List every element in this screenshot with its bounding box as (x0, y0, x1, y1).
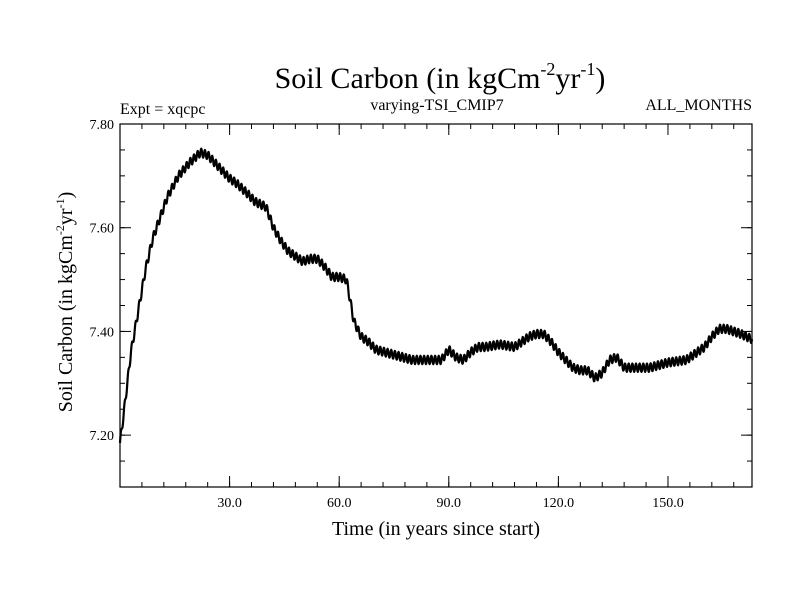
chart-title-mid: yr (555, 62, 580, 95)
subtitle-center: varying-TSI_CMIP7 (370, 97, 503, 114)
y-axis-label-sup1: -2 (53, 225, 67, 235)
y-axis-label-main: Soil Carbon (in kgCm (55, 235, 77, 413)
chart-title: Soil Carbon (in kgCm-2yr-1) (275, 59, 606, 95)
y-axis-label: Soil Carbon (in kgCm-2yr-1) (53, 192, 77, 413)
axis-ticks (120, 124, 752, 487)
series-line-soil-carbon (118, 147, 754, 443)
chart-title-sup1: -2 (540, 59, 555, 79)
chart-title-end: ) (595, 62, 605, 95)
x-tick-label: 60.0 (327, 496, 352, 511)
y-tick-label: 7.20 (90, 429, 115, 444)
subtitle-left: Expt = xqcpc (120, 101, 205, 118)
y-tick-label: 7.80 (90, 118, 115, 133)
axis-tick-labels: 30.0 60.0 90.0 120.0 150.0 7.20 7.40 7.60 7.80 (90, 118, 684, 511)
x-tick-label: 90.0 (437, 496, 462, 511)
chart-title-main: Soil Carbon (in kgCm (275, 62, 541, 95)
x-axis-label: Time (in years since start) (332, 518, 540, 540)
y-axis-label-end: ) (55, 192, 77, 199)
chart-title-sup2: -1 (580, 59, 595, 79)
x-tick-label: 120.0 (543, 496, 575, 511)
y-axis-label-mid: yr (55, 208, 77, 225)
y-axis-label-sup2: -1 (53, 198, 67, 208)
y-tick-label: 7.40 (90, 325, 115, 340)
plot-frame (119, 123, 753, 488)
svg-text:Soil Carbon (in kgCm-2yr-1): Soil Carbon (in kgCm-2yr-1) (53, 192, 77, 413)
y-tick-label: 7.60 (90, 222, 115, 237)
x-tick-label: 30.0 (217, 496, 242, 511)
x-tick-label: 150.0 (652, 496, 684, 511)
subtitle-right: ALL_MONTHS (645, 97, 752, 114)
